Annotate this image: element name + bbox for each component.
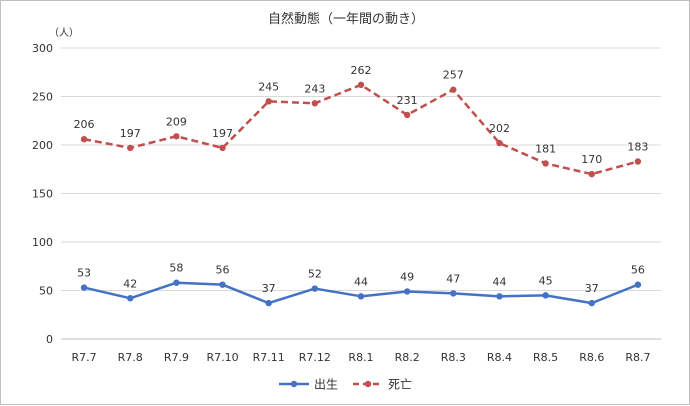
x-tick-label: R7.8 [118,351,143,364]
data-point [403,111,411,119]
data-point [634,158,642,165]
data-label: 257 [443,69,464,82]
data-point [265,98,272,105]
data-label: 49 [400,270,414,283]
data-label: 183 [627,140,648,153]
chart-title: 自然動態（一年間の動き） [268,11,424,27]
data-point [450,86,457,93]
x-tick-label: R8.1 [348,351,373,364]
data-point [173,133,180,140]
data-point [219,144,226,152]
data-label: 197 [212,127,233,140]
y-tick-label: 50 [39,285,53,298]
legend: 出生 死亡 [279,378,412,392]
data-point [357,81,365,89]
data-label: 202 [489,122,510,135]
y-tick-label: 100 [32,236,53,249]
y-tick-label: 250 [32,91,53,104]
data-label: 44 [354,275,368,288]
data-label: 209 [166,115,187,128]
data-point [357,293,365,300]
x-tick-label: R7.7 [72,351,97,364]
data-point [450,290,457,297]
data-point [219,281,226,288]
data-point [588,299,595,307]
x-tick-label: R8.4 [487,351,512,364]
data-point [311,100,319,107]
data-label: 181 [535,142,556,155]
y-tick-label: 300 [32,42,53,55]
series-group: 53 42 58 56 37 52 44 49 47 44 45 37 56 206 197 209 197 24… [74,64,648,307]
y-axis-unit: （人） [49,27,79,39]
y-tick-label: 150 [32,188,53,201]
x-tick-label: R8.6 [579,351,604,364]
data-label: 37 [262,282,276,295]
x-tick-label: R8.3 [441,351,466,364]
x-tick-label: R7.10 [206,351,238,364]
data-point [173,279,180,286]
data-point [403,288,411,295]
y-tick-labels: 0 50 100 150 200 250 300 [32,42,53,346]
x-tick-labels: R7.7 R7.8 R7.9 R7.10 R7.11 R7.12 R8.1 R8.2 R8.3 R… [72,351,651,364]
data-label: 245 [258,80,279,93]
data-label: 206 [74,118,95,131]
data-point [634,281,642,288]
data-point [588,170,595,178]
y-tick-label: 200 [32,139,53,152]
data-label: 44 [492,275,506,288]
gridlines [61,47,661,340]
series-1: 206 197 209 197 245 243 262 231 257 202 181 170 183 [74,64,648,178]
x-tick-label: R7.12 [299,351,331,364]
data-label: 197 [120,127,141,140]
legend-item: 出生 [279,378,338,392]
data-label: 58 [169,262,183,275]
legend-swatch-marker [364,380,372,388]
series-0: 53 42 58 56 37 52 44 49 47 44 45 37 56 [77,262,645,307]
data-label: 37 [585,282,599,295]
data-point [127,144,134,152]
x-tick-label: R7.9 [164,351,189,364]
data-point [496,139,503,147]
y-tick-label: 0 [46,333,53,346]
data-label: 56 [216,264,230,277]
data-point [80,284,88,291]
data-label: 231 [397,94,418,107]
series-line [83,83,639,176]
data-label: 53 [77,267,91,280]
data-point [542,160,549,167]
x-tick-label: R8.5 [533,351,558,364]
data-label: 56 [631,264,645,277]
data-point [311,285,319,292]
data-point [80,135,88,143]
legend-item: 死亡 [353,378,412,392]
data-label: 52 [308,268,322,281]
data-label: 170 [581,153,602,166]
data-label: 262 [351,64,372,77]
data-label: 45 [539,274,553,287]
data-point [496,293,503,300]
x-tick-label: R7.11 [253,351,285,364]
x-tick-label: R8.7 [625,351,650,364]
data-point [127,295,134,302]
data-label: 42 [123,277,137,290]
data-point [265,299,272,307]
legend-label: 死亡 [388,378,412,392]
legend-swatch-marker [290,380,298,388]
data-label: 243 [304,82,325,95]
data-point [542,292,549,299]
x-tick-label: R8.2 [395,351,420,364]
legend-label: 出生 [314,378,338,392]
data-label: 47 [446,272,460,285]
